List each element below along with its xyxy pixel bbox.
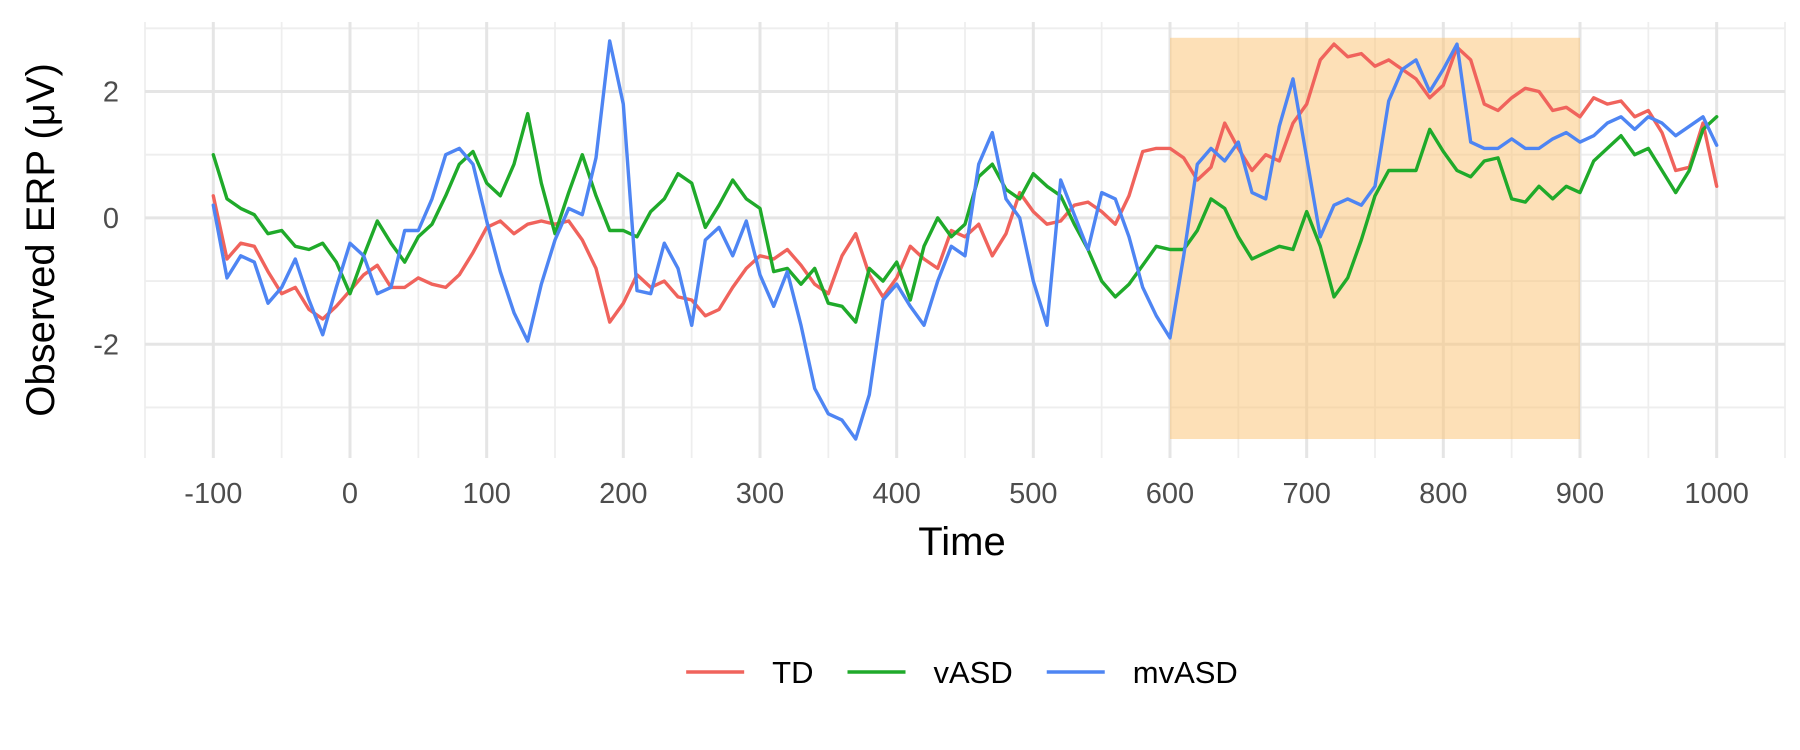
y-tick-label: 2 — [103, 77, 119, 109]
series-line-TD — [211, 42, 1719, 324]
x-tick-label: 500 — [1009, 478, 1057, 510]
legend: TD vASD mvASD — [686, 655, 1238, 690]
x-tick-label: 300 — [736, 478, 784, 510]
x-tick-label: 100 — [462, 478, 510, 510]
x-tick-label: 600 — [1146, 478, 1194, 510]
x-tick-label: 200 — [599, 478, 647, 510]
legend-label-mvASD: mvASD — [1133, 655, 1238, 690]
x-tick-label: -100 — [184, 478, 242, 510]
y-axis-title: Observed ERP (μV) — [19, 63, 63, 417]
x-axis-title: Time — [918, 520, 1005, 564]
x-tick-labels: -100 0 100 200 300 400 500 600 700 800 900 1000 — [184, 478, 1749, 510]
series-lines — [211, 39, 1719, 441]
legend-label-vASD: vASD — [934, 655, 1013, 690]
series-line-mvASD — [211, 39, 1719, 441]
series-line-vASD — [211, 111, 1719, 324]
highlight-region — [1170, 37, 1580, 440]
y-tick-label: -2 — [93, 329, 119, 361]
y-tick-labels: -2 0 2 — [93, 77, 119, 362]
x-tick-label: 0 — [342, 478, 358, 510]
highlight-window — [1170, 37, 1580, 440]
x-tick-label: 700 — [1282, 478, 1330, 510]
x-tick-label: 900 — [1556, 478, 1604, 510]
y-tick-label: 0 — [103, 203, 119, 235]
legend-label-TD: TD — [772, 655, 813, 690]
x-tick-label: 800 — [1419, 478, 1467, 510]
x-tick-label: 400 — [872, 478, 920, 510]
x-tick-label: 1000 — [1684, 478, 1749, 510]
